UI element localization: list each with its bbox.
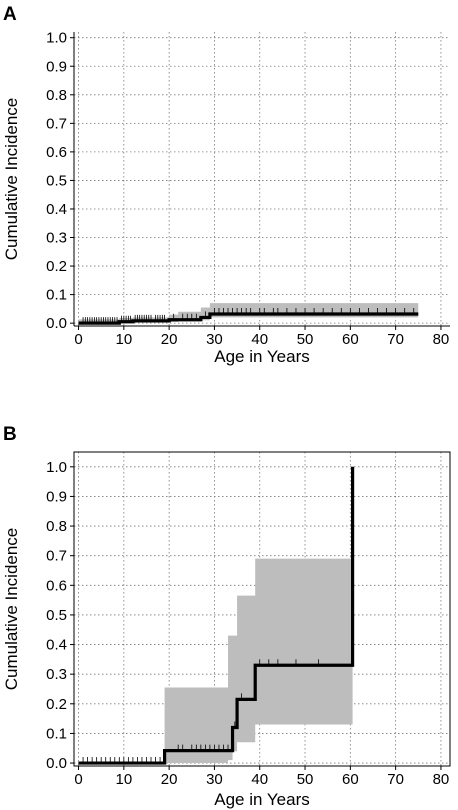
y-tick-label: 0.6 [46,144,67,161]
x-tick-label: 0 [74,771,82,788]
chart-panel-b: 0 10 20 30 40 50 60 70 80 0.0 0.1 0.2 0.3 0.4 0.5 0.6 0.… [2,451,451,809]
plot-frame [73,451,451,767]
y-tick-label: 0.9 [46,488,67,505]
y-tick-label: 1.0 [46,459,67,476]
y-tick-label: 0.5 [46,607,67,624]
y-tick-label: 0.0 [46,755,67,772]
y-tick-label: 0.2 [46,258,67,275]
x-tick-label: 40 [251,331,268,348]
panel-label-b: B [3,424,17,445]
y-tick-label: 0.7 [46,548,67,565]
y-tick-label: 0.8 [46,87,67,104]
y-tick-label: 0.1 [46,287,67,304]
y-tick-label: 0.3 [46,230,67,247]
y-axis-title: Cumulative Incidence [2,98,21,261]
y-tick-label: 0.6 [46,577,67,594]
cumulative-incidence-curve [78,466,355,765]
y-tick-label: 0.3 [46,666,67,683]
x-tick-label: 10 [115,771,132,788]
y-tick-label: 0.7 [46,115,67,132]
y-axis-title: Cumulative Incidence [2,528,21,691]
x-axis-title: Age in Years [214,790,309,809]
x-tick-label: 0 [74,331,82,348]
y-tick-label: 0.1 [46,725,67,742]
x-axis-title: Age in Years [214,347,309,366]
x-tick-label: 80 [433,331,450,348]
x-tick-label: 60 [342,331,359,348]
confidence-band [78,558,353,764]
y-tick-label: 1.0 [46,30,67,47]
x-tick-label: 60 [342,771,359,788]
y-tick-label: 0.8 [46,518,67,535]
x-tick-label: 40 [251,771,268,788]
y-tick-label: 0.4 [46,201,67,218]
x-tick-label: 70 [387,771,404,788]
x-tick-label: 30 [206,771,223,788]
y-tick-label: 0.0 [46,315,67,332]
x-tick-label: 70 [387,331,404,348]
x-tick-label: 50 [297,331,314,348]
x-tick-label: 30 [206,331,223,348]
x-tick-label: 20 [161,331,178,348]
y-tick-label: 0.4 [46,637,67,654]
x-tick-label: 80 [433,771,450,788]
x-tick-label: 10 [115,331,132,348]
y-tick-label: 0.9 [46,58,67,75]
cumulative-incidence-curve [78,312,419,325]
y-tick-label: 0.5 [46,172,67,189]
chart-panel-a: 0 10 20 30 40 50 60 70 80 0.0 0.1 0.2 0.3 0.4 0.5 0.6 0.… [2,30,450,366]
panel-label-a: A [3,4,17,25]
x-tick-label: 50 [297,771,314,788]
x-tick-label: 20 [161,771,178,788]
y-tick-label: 0.2 [46,696,67,713]
